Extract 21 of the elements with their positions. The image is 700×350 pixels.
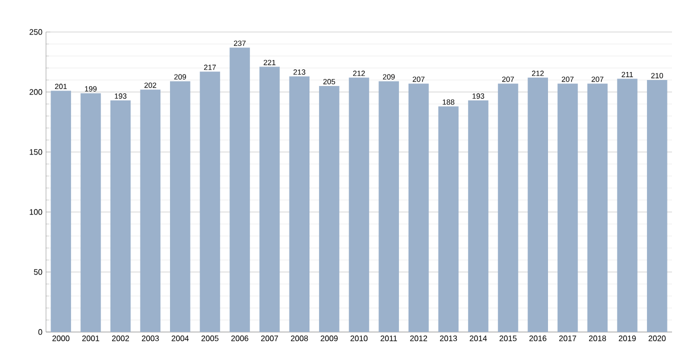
bar — [587, 84, 608, 332]
bar — [558, 84, 578, 332]
bar — [289, 76, 310, 332]
bar — [50, 90, 72, 332]
bar — [498, 84, 518, 332]
bar — [259, 66, 280, 332]
bar — [617, 78, 638, 332]
bar — [408, 84, 429, 332]
bar — [140, 90, 160, 332]
bar — [528, 78, 548, 332]
bar — [170, 81, 190, 332]
bar — [230, 48, 250, 332]
bar — [438, 106, 459, 332]
bar — [378, 81, 399, 332]
bar — [200, 72, 220, 332]
bar — [348, 78, 370, 332]
bar — [80, 93, 101, 332]
bar — [646, 80, 668, 332]
bar — [110, 100, 131, 332]
bar — [468, 100, 488, 332]
bar — [319, 86, 340, 332]
